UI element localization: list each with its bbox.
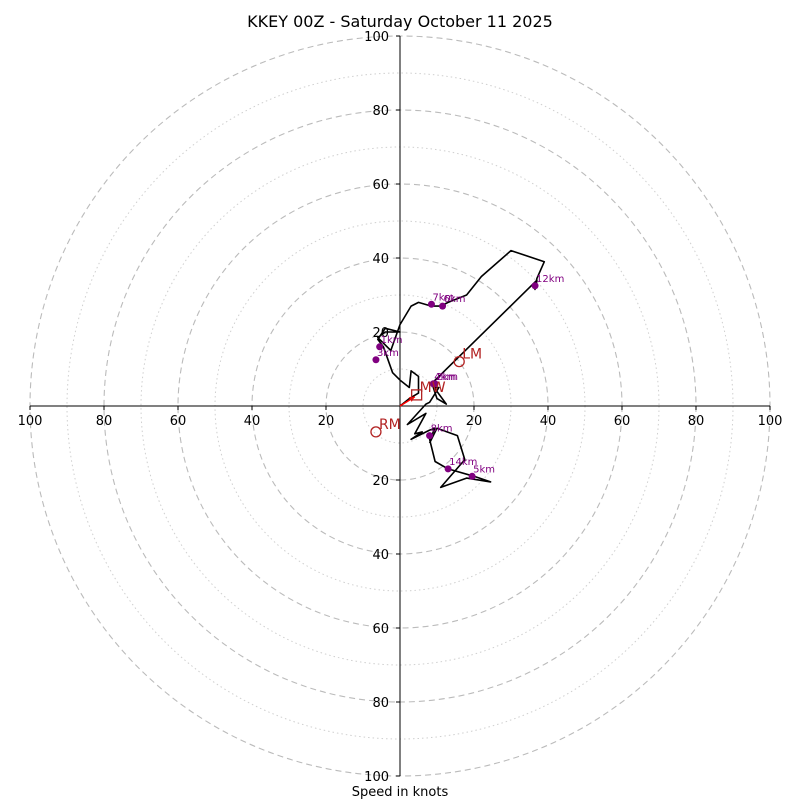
y-tick-label: 60 bbox=[372, 178, 389, 193]
y-tick-label: 100 bbox=[364, 30, 389, 45]
height-marker-label: 1km bbox=[381, 335, 403, 346]
storm-motion-label: RM bbox=[379, 417, 401, 433]
height-marker-dot bbox=[444, 465, 452, 473]
height-marker-label: 2km bbox=[436, 372, 458, 383]
height-marker-dot bbox=[372, 356, 380, 364]
y-tick-label: 40 bbox=[372, 252, 389, 267]
storm-motion-marker bbox=[453, 355, 465, 368]
x-tick-label: 80 bbox=[96, 414, 113, 429]
height-marker-dot bbox=[439, 302, 447, 310]
height-marker-dot bbox=[429, 380, 437, 388]
height-marker-dot bbox=[376, 343, 384, 351]
height-marker-dot bbox=[468, 472, 476, 480]
height-marker-dot bbox=[426, 432, 434, 440]
height-marker-dot bbox=[531, 282, 539, 290]
storm-motion-label: MW bbox=[420, 380, 446, 396]
height-marker-dot bbox=[427, 300, 435, 308]
storm-motion-marker bbox=[370, 426, 382, 438]
x-tick-label: 60 bbox=[614, 414, 631, 429]
y-tick-label: 20 bbox=[372, 474, 389, 489]
height-marker-label: 14km bbox=[449, 457, 477, 468]
height-marker-label: 8km bbox=[431, 424, 453, 435]
x-tick-label: 40 bbox=[540, 414, 557, 429]
y-tick-label: 40 bbox=[372, 548, 389, 563]
tick-labels: 100 80 60 40 20 20 40 60 80 100100806040202040608… bbox=[18, 30, 783, 785]
y-tick-label: 80 bbox=[372, 104, 389, 119]
x-tick-label: 100 bbox=[18, 414, 43, 429]
height-marker-label: 12km bbox=[536, 274, 564, 285]
chart-title: KKEY 00Z - Saturday October 11 2025 bbox=[247, 12, 553, 31]
height-marker-label: 4km bbox=[434, 372, 456, 383]
height-marker-label: 7km bbox=[432, 292, 454, 303]
height-marker-label: 3km bbox=[377, 348, 399, 359]
height-marker-label: 5km bbox=[473, 464, 495, 475]
x-tick-label: 20 bbox=[318, 414, 335, 429]
storm-motion-label: LM bbox=[462, 347, 482, 363]
y-tick-label: 80 bbox=[372, 696, 389, 711]
x-tick-label: 100 bbox=[758, 414, 783, 429]
x-tick-label: 20 bbox=[466, 414, 483, 429]
x-axis-label: Speed in knots bbox=[352, 785, 449, 800]
mean-wind-marker bbox=[410, 389, 423, 401]
storm-motion-markers: LM RM MW bbox=[370, 347, 482, 438]
x-tick-label: 80 bbox=[688, 414, 705, 429]
height-marker-label: 6km bbox=[444, 294, 466, 305]
y-tick-label: 100 bbox=[364, 770, 389, 785]
hodograph-trace bbox=[376, 249, 546, 489]
x-tick-label: 40 bbox=[244, 414, 261, 429]
y-tick-label: 60 bbox=[372, 622, 389, 637]
x-tick-label: 60 bbox=[170, 414, 187, 429]
